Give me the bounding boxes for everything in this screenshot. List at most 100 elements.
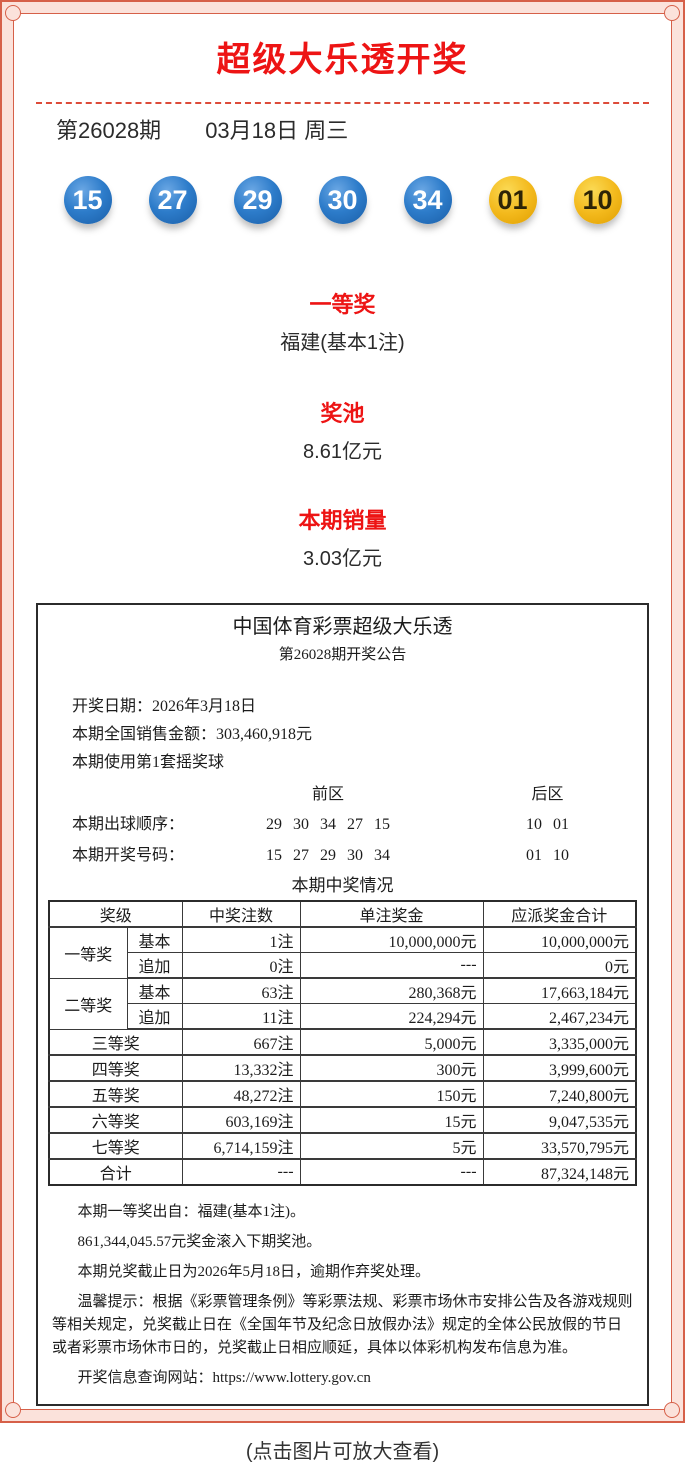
table-row: 六等奖 603,169注 15元 9,047,535元: [48, 1106, 637, 1134]
table-row: 追加 11注 224,294元 2,467,234元: [49, 1003, 637, 1030]
ball-set-line: 本期使用第1套摇奖球: [72, 754, 225, 771]
table-cell: 300元: [299, 1054, 484, 1082]
table-cell: 二等奖: [48, 977, 128, 1030]
announcement-title: 中国体育彩票超级大乐透: [232, 616, 453, 638]
winning-numbers-row: 本期开奖号码： 15 27 29 30 34 01 10: [48, 840, 637, 871]
table-cell: 13,332注: [181, 1054, 301, 1082]
front-zone-label: 前区: [311, 786, 344, 803]
spacer: [48, 667, 637, 693]
front-zone-ball: 30: [318, 176, 367, 224]
table-cell: 224,294元: [299, 1003, 484, 1030]
dashed-divider: [36, 102, 649, 104]
official-announcement-image[interactable]: 中国体育彩票超级大乐透 第26028期开奖公告 开奖日期：2026年3月18日 …: [36, 603, 649, 1406]
header-prize-tier: 奖级: [48, 900, 183, 928]
front-zone-ball: 29: [233, 176, 282, 224]
period-row: 第26028期 03月18日 周三: [56, 116, 669, 146]
spacer: [48, 781, 198, 809]
draw-order-label: 本期出球顺序：: [72, 816, 185, 833]
table-cell: ---: [299, 952, 484, 979]
note-website: 开奖信息查询网站：https://www.lottery.gov.cn: [77, 1370, 371, 1386]
draw-date: 03月18日 周三: [205, 118, 349, 143]
note-rollover: 861,344,045.57元奖金滚入下期奖池。: [77, 1234, 322, 1250]
click-to-enlarge-hint: (点击图片可放大查看): [245, 1441, 440, 1463]
winning-numbers-front: 15 27 29 30 34: [266, 847, 390, 864]
draw-date-line: 开奖日期：2026年3月18日: [72, 698, 257, 715]
table-cell: 7,240,800元: [482, 1080, 637, 1108]
back-zone-label: 后区: [531, 786, 564, 803]
table-cell: 追加: [126, 1003, 183, 1030]
table-cell: 七等奖: [48, 1132, 183, 1160]
back-zone-ball: 10: [573, 176, 622, 224]
prize-pool-label: 奖池: [320, 401, 365, 426]
note-first-prize-origin: 本期一等奖出自：福建(基本1注)。: [77, 1204, 306, 1220]
first-prize-section: 一等奖 福建(基本1注): [16, 290, 669, 357]
national-sales-line: 本期全国销售金额：303,460,918元: [72, 726, 313, 743]
winning-numbers-back: 01 10: [526, 847, 569, 864]
table-row: 三等奖 667注 5,000元 3,335,000元: [48, 1028, 637, 1056]
header-total-payout: 应派奖金合计: [482, 900, 637, 928]
page-title: 超级大乐透开奖: [216, 41, 469, 79]
table-row: 一等奖 基本 1注 10,000,000元 10,000,000元: [48, 926, 637, 979]
table-cell: 33,570,795元: [482, 1132, 637, 1160]
table-cell: 150元: [299, 1080, 484, 1108]
table-cell: 48,272注: [181, 1080, 301, 1108]
table-cell: 0元: [482, 952, 637, 979]
table-cell: 10,000,000元: [482, 926, 637, 953]
table-cell: 追加: [126, 952, 183, 979]
draw-order-front-numbers: 29 30 34 27 15: [266, 816, 390, 833]
note-reminder: 温馨提示：根据《彩票管理条例》等彩票法规、彩票市场休市安排公告及各游戏规则等相关…: [52, 1294, 633, 1356]
draw-order-row: 本期出球顺序： 29 30 34 27 15 10 01: [48, 809, 637, 840]
table-cell: 一等奖: [48, 926, 128, 979]
front-zone-ball: 34: [403, 176, 452, 224]
frame-corner-ornament: [664, 1402, 680, 1418]
table-cell: 15元: [299, 1106, 484, 1134]
table-row: 四等奖 13,332注 300元 3,999,600元: [48, 1054, 637, 1082]
table-cell: 280,368元: [299, 977, 484, 1004]
sales-label: 本期销量: [298, 508, 387, 533]
note-redeem-deadline: 本期兑奖截止日为2026年5月18日，逾期作弃奖处理。: [77, 1264, 431, 1280]
table-cell: 五等奖: [48, 1080, 183, 1108]
table-cell: 四等奖: [48, 1054, 183, 1082]
draw-period: 第26028期: [56, 118, 162, 143]
first-prize-value: 福建(基本1注): [280, 332, 405, 354]
first-prize-label: 一等奖: [309, 292, 376, 317]
draw-order-back-numbers: 10 01: [526, 816, 569, 833]
table-row: 五等奖 48,272注 150元 7,240,800元: [48, 1080, 637, 1108]
header-single-prize: 单注奖金: [299, 900, 484, 928]
table-cell: 基本: [126, 926, 183, 953]
announcement-subtitle: 第26028期开奖公告: [278, 647, 407, 663]
table-cell: 合计: [48, 1158, 183, 1186]
table-cell: 3,999,600元: [482, 1054, 637, 1082]
table-cell: 667注: [181, 1028, 301, 1056]
winning-balls: 15 27 29 30 34 01 10: [16, 176, 669, 224]
announcement-notes: 本期一等奖出自：福建(基本1注)。 861,344,045.57元奖金滚入下期奖…: [48, 1194, 637, 1390]
table-row: 七等奖 6,714,159注 5元 33,570,795元: [48, 1132, 637, 1160]
table-cell: 六等奖: [48, 1106, 183, 1134]
table-cell: 6,714,159注: [181, 1132, 301, 1160]
prize-table: 奖级 中奖注数 单注奖金 应派奖金合计 一等奖 基本 1注 10,000,000…: [48, 900, 637, 1186]
table-total-row: 合计 --- --- 87,324,148元: [48, 1158, 637, 1186]
table-cell: 3,335,000元: [482, 1028, 637, 1056]
table-header-row: 奖级 中奖注数 单注奖金 应派奖金合计: [48, 900, 637, 928]
table-cell: 基本: [126, 977, 183, 1004]
table-cell: 10,000,000元: [299, 926, 484, 953]
table-cell: 11注: [181, 1003, 301, 1030]
prize-table-caption: 本期中奖情况: [291, 876, 394, 895]
prize-pool-value: 8.61亿元: [303, 441, 382, 463]
table-cell: 5,000元: [299, 1028, 484, 1056]
zone-header-row: 前区 后区: [48, 781, 637, 809]
table-cell: 63注: [181, 977, 301, 1004]
table-cell: 5元: [299, 1132, 484, 1160]
back-zone-ball: 01: [488, 176, 537, 224]
frame-corner-ornament: [664, 5, 680, 21]
winning-numbers-label: 本期开奖号码：: [72, 847, 185, 864]
table-cell: ---: [299, 1158, 484, 1186]
table-cell: ---: [181, 1158, 301, 1186]
frame-corner-ornament: [5, 5, 21, 21]
header-winning-bets: 中奖注数: [181, 900, 301, 928]
table-cell: 2,467,234元: [482, 1003, 637, 1030]
table-cell: 三等奖: [48, 1028, 183, 1056]
front-zone-ball: 27: [148, 176, 197, 224]
table-cell: 9,047,535元: [482, 1106, 637, 1134]
